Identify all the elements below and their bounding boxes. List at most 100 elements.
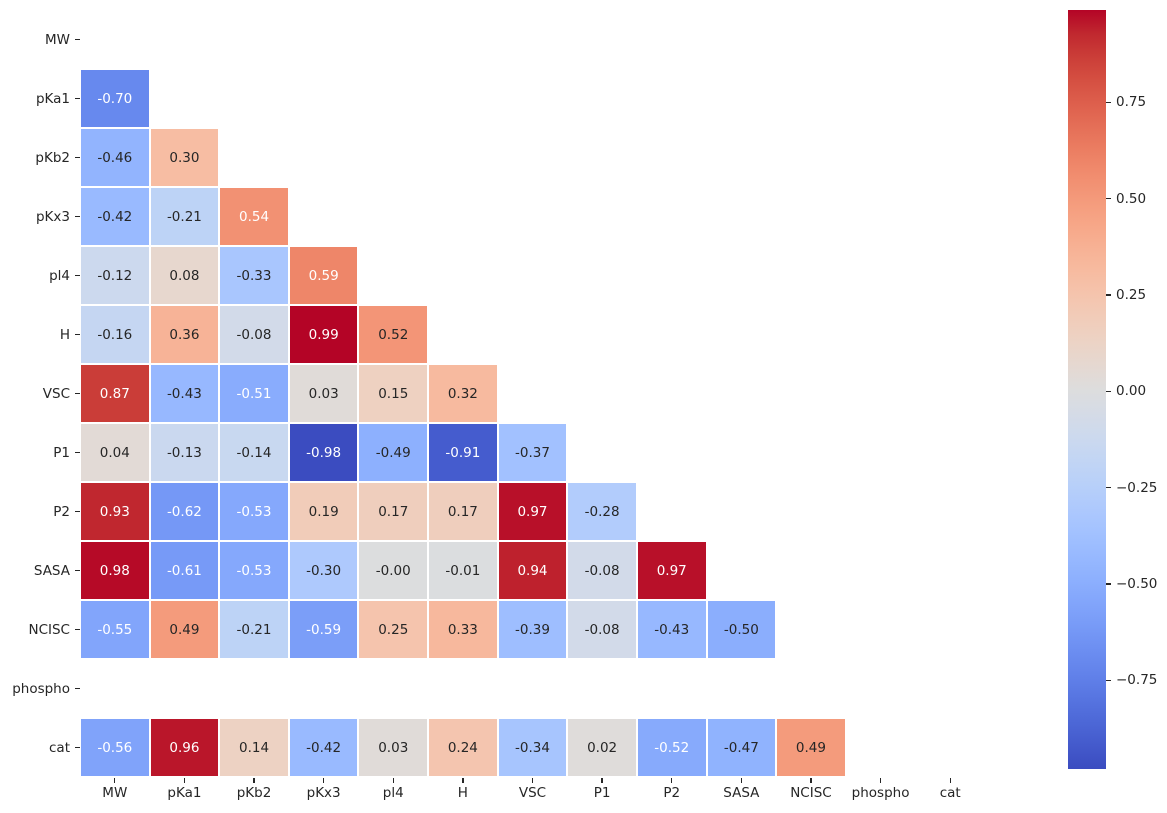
x-tick-label: pKx3 bbox=[306, 785, 341, 801]
heatmap-cell: -0.21 bbox=[149, 187, 220, 246]
colorbar-tick-mark bbox=[1106, 487, 1111, 489]
x-tick-label: pKa1 bbox=[167, 785, 202, 801]
heatmap-cell: 0.32 bbox=[428, 364, 498, 423]
heatmap-cell: 0.04 bbox=[80, 423, 150, 482]
heatmap-cell: 0.94 bbox=[497, 541, 568, 600]
heatmap-cell: 0.03 bbox=[288, 364, 359, 423]
y-tick-label: pKx3 bbox=[35, 208, 70, 225]
heatmap-cell: -0.50 bbox=[706, 600, 777, 659]
heatmap-cell: 0.17 bbox=[428, 482, 498, 541]
y-tick-label: MW bbox=[45, 31, 70, 48]
x-tick-mark bbox=[253, 778, 255, 783]
y-tick-mark bbox=[75, 156, 80, 159]
y-tick-mark bbox=[75, 687, 80, 690]
y-tick-label: VSC bbox=[42, 385, 70, 402]
heatmap-cell: 0.97 bbox=[497, 482, 568, 541]
heatmap-cell: -0.53 bbox=[219, 541, 289, 600]
x-tick-mark bbox=[671, 778, 673, 783]
heatmap-cell: -0.01 bbox=[428, 541, 498, 600]
colorbar-tick-mark bbox=[1106, 679, 1111, 682]
x-tick-label: cat bbox=[939, 785, 961, 801]
heatmap-cell: -0.91 bbox=[428, 423, 498, 482]
heatmap-cell: 0.97 bbox=[636, 541, 707, 600]
heatmap-cell: -0.42 bbox=[80, 187, 150, 246]
heatmap-cell: 0.96 bbox=[149, 718, 220, 777]
heatmap-cell: 0.59 bbox=[288, 246, 359, 305]
heatmap-cell: -0.62 bbox=[149, 482, 220, 541]
colorbar bbox=[1068, 10, 1106, 769]
heatmap-cell: -0.56 bbox=[80, 718, 150, 777]
colorbar-tick-label: 0.50 bbox=[1116, 190, 1147, 207]
x-tick-mark bbox=[601, 778, 603, 783]
x-tick-label: phospho bbox=[851, 785, 910, 801]
heatmap-cell: -0.08 bbox=[219, 305, 289, 364]
colorbar-tick-label: 0.25 bbox=[1116, 287, 1147, 304]
x-tick-mark bbox=[879, 778, 882, 783]
y-tick-mark bbox=[75, 97, 80, 100]
y-tick-mark bbox=[75, 628, 80, 631]
x-tick-mark bbox=[392, 778, 394, 783]
heatmap-cell: 0.25 bbox=[358, 600, 429, 659]
colorbar-tick-label: −0.50 bbox=[1116, 576, 1158, 593]
y-tick-mark bbox=[75, 392, 80, 395]
colorbar-tick-label: −0.25 bbox=[1116, 479, 1158, 496]
heatmap-cell: -0.70 bbox=[80, 69, 150, 128]
heatmap-cell: 0.49 bbox=[149, 600, 220, 659]
y-tick-label: pl4 bbox=[49, 267, 70, 284]
heatmap-cell: -0.39 bbox=[497, 600, 568, 659]
heatmap-cell: 0.24 bbox=[428, 718, 498, 777]
heatmap-cell: 0.02 bbox=[567, 718, 637, 777]
heatmap-cell: -0.55 bbox=[80, 600, 150, 659]
heatmap-cell: 0.98 bbox=[80, 541, 150, 600]
heatmap-cell: -0.61 bbox=[149, 541, 220, 600]
colorbar-tick-mark bbox=[1106, 198, 1111, 200]
colorbar-tick-label: 0.00 bbox=[1116, 383, 1147, 400]
heatmap-cell: -0.08 bbox=[567, 541, 637, 600]
heatmap-cell: -0.46 bbox=[80, 128, 150, 187]
heatmap-cell: 0.99 bbox=[288, 305, 359, 364]
heatmap-cell: -0.49 bbox=[358, 423, 429, 482]
heatmap-cell: -0.34 bbox=[497, 718, 568, 777]
heatmap-cell: 0.15 bbox=[358, 364, 429, 423]
heatmap-cell: -0.16 bbox=[80, 305, 150, 364]
y-tick-mark bbox=[75, 274, 80, 277]
heatmap-cell: -0.52 bbox=[636, 718, 707, 777]
y-tick-label: phospho bbox=[12, 680, 70, 697]
heatmap-cell: -0.12 bbox=[80, 246, 150, 305]
y-tick-mark bbox=[75, 333, 80, 336]
heatmap-cell: -0.59 bbox=[288, 600, 359, 659]
heatmap-cell: -0.42 bbox=[288, 718, 359, 777]
heatmap-cell: 0.30 bbox=[149, 128, 220, 187]
y-tick-label: P1 bbox=[53, 444, 70, 461]
heatmap-cell: 0.52 bbox=[358, 305, 429, 364]
heatmap-cell: -0.14 bbox=[219, 423, 289, 482]
heatmap-cell: -0.13 bbox=[149, 423, 220, 482]
x-tick-label: P2 bbox=[663, 785, 681, 801]
x-tick-label: SASA bbox=[723, 785, 760, 801]
colorbar-tick-mark bbox=[1106, 101, 1111, 104]
y-tick-label: NCISC bbox=[28, 621, 70, 638]
x-tick-mark bbox=[462, 778, 464, 783]
heatmap-cell: 0.93 bbox=[80, 482, 150, 541]
x-tick-label: pKb2 bbox=[236, 785, 272, 801]
y-tick-mark bbox=[75, 215, 80, 218]
colorbar-tick-label: 0.75 bbox=[1116, 94, 1147, 111]
colorbar-tick-mark bbox=[1106, 294, 1111, 296]
heatmap-cell: -0.30 bbox=[288, 541, 359, 600]
y-tick-mark bbox=[75, 569, 80, 572]
heatmap-cell: -0.33 bbox=[219, 246, 289, 305]
x-tick-label: VSC bbox=[518, 785, 547, 801]
heatmap-cell: -0.98 bbox=[288, 423, 359, 482]
x-tick-label: MW bbox=[102, 785, 128, 801]
y-tick-label: pKb2 bbox=[35, 149, 70, 166]
heatmap-cell: -0.53 bbox=[219, 482, 289, 541]
heatmap-cell: -0.43 bbox=[636, 600, 707, 659]
heatmap-cell: 0.17 bbox=[358, 482, 429, 541]
heatmap-cell: 0.87 bbox=[80, 364, 150, 423]
y-tick-label: cat bbox=[49, 739, 70, 756]
heatmap-cell: 0.54 bbox=[219, 187, 289, 246]
colorbar-tick-mark bbox=[1106, 583, 1111, 585]
heatmap-cell: 0.49 bbox=[776, 718, 846, 777]
x-tick-mark bbox=[949, 778, 951, 783]
